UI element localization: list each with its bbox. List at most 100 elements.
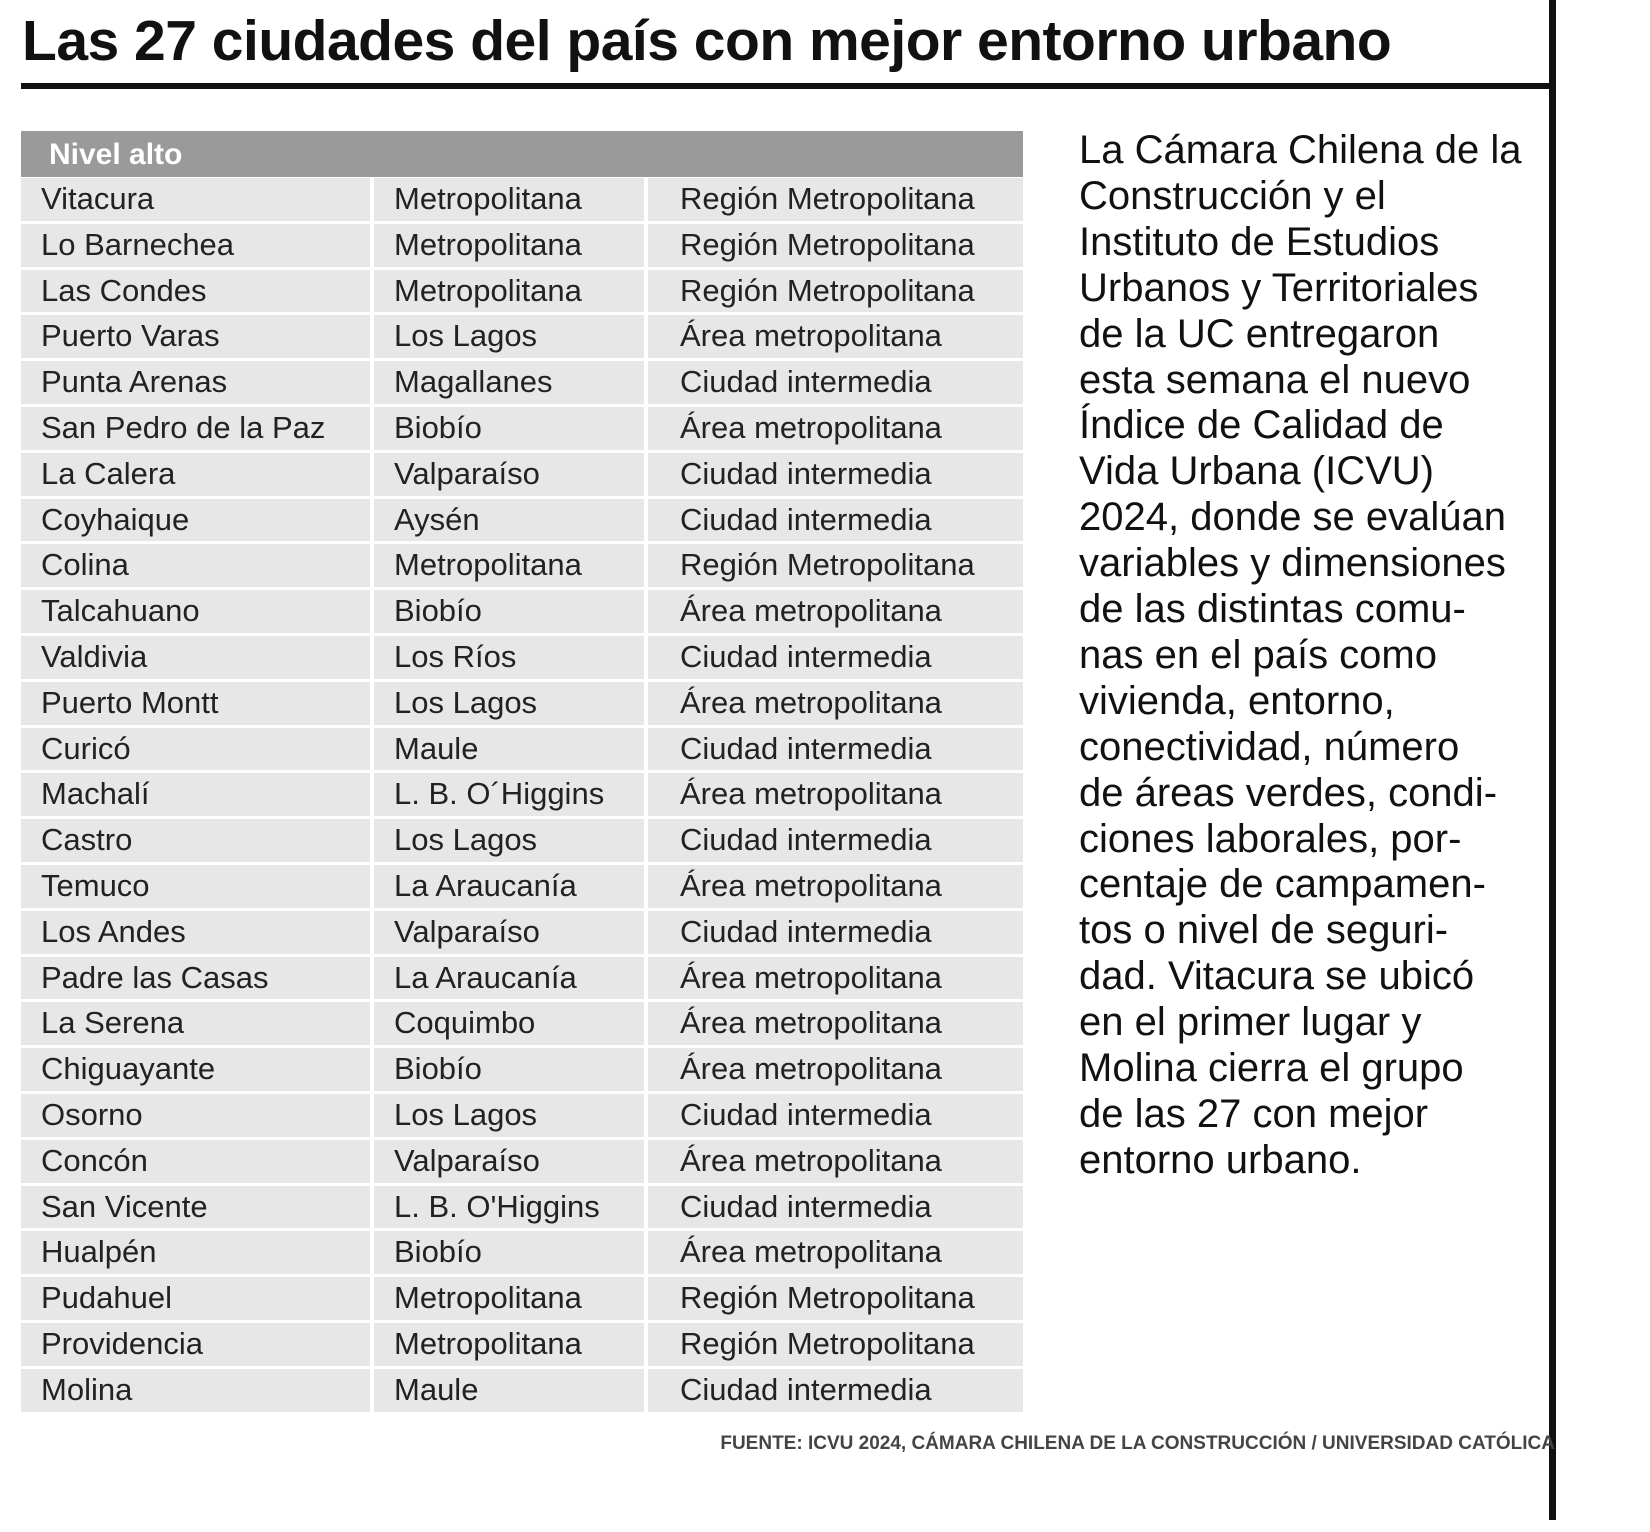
table-cell: Región Metropolitana (648, 269, 1023, 313)
paragraph-line: Índice de Calidad de (1079, 403, 1444, 448)
table-cell: Metropolitana (374, 223, 644, 267)
table-cell: Punta Arenas (21, 361, 370, 404)
table-cell: Los Andes (21, 910, 370, 954)
paragraph-line: vivienda, entorno, (1079, 678, 1395, 723)
paragraph-line: nas en el país como (1079, 632, 1437, 677)
table-cell: Maule (374, 727, 644, 771)
table-cell: San Vicente (21, 1185, 370, 1229)
table-cell: Ciudad intermedia (648, 910, 1023, 954)
table-header: Nivel alto (21, 131, 1023, 177)
table-cell: Ciudad intermedia (648, 636, 1023, 679)
side-bar (1549, 0, 1556, 1520)
table-cell: Castro (21, 819, 370, 862)
table-cell: San Pedro de la Paz (21, 407, 370, 450)
table-cell: Área metropolitana (648, 590, 1023, 633)
table-cell: Molina (21, 1368, 370, 1412)
paragraph-line: entorno urbano. (1079, 1137, 1362, 1182)
table-cell: La Araucanía (374, 865, 644, 908)
table-cell: Hualpén (21, 1231, 370, 1275)
table-cell: Biobío (374, 1048, 644, 1091)
table-cell: La Calera (21, 452, 370, 496)
table-cell: Metropolitana (374, 544, 644, 588)
table-cell: Machalí (21, 773, 370, 817)
paragraph-line: variables y dimensiones (1079, 541, 1506, 586)
table-cell: Área metropolitana (648, 773, 1023, 817)
table-cell: Osorno (21, 1094, 370, 1137)
table-cell: Región Metropolitana (648, 544, 1023, 588)
table-cell: Las Condes (21, 269, 370, 313)
table-cell: Concón (21, 1139, 370, 1183)
table-cell: Padre las Casas (21, 956, 370, 1000)
title: Las 27 ciudades del país con mejor entor… (22, 9, 1392, 73)
table-cell: Puerto Montt (21, 681, 370, 725)
table-cell: Colina (21, 544, 370, 588)
table-cell: Valparaíso (374, 910, 644, 954)
paragraph-line: dad. Vitacura se ubicó (1079, 954, 1475, 999)
table-cell: Región Metropolitana (648, 223, 1023, 267)
table-cell: Ciudad intermedia (648, 819, 1023, 862)
table-cell: Área metropolitana (648, 681, 1023, 725)
paragraph-line: Urbanos y Territoriales (1079, 265, 1479, 310)
paragraph-line: centaje de campamen- (1079, 862, 1486, 907)
paragraph-line: Vida Urbana (ICVU) (1079, 449, 1434, 494)
table-cell: Valdivia (21, 636, 370, 679)
table-cell: Biobío (374, 407, 644, 450)
table-cell: Área metropolitana (648, 1048, 1023, 1091)
table-cell: Coquimbo (374, 1002, 644, 1046)
table-cell: Área metropolitana (648, 1231, 1023, 1275)
paragraph-line: conectividad, número (1079, 724, 1460, 769)
table-cell: Ciudad intermedia (648, 1368, 1023, 1412)
table-cell: Maule (374, 1368, 644, 1412)
paragraph-line: Instituto de Estudios (1079, 219, 1440, 264)
table-cell: L. B. O´Higgins (374, 773, 644, 817)
table-cell: Chiguayante (21, 1048, 370, 1091)
table-cell: Lo Barnechea (21, 223, 370, 267)
table-cell: Aysén (374, 498, 644, 542)
paragraph-line: 2024, donde se evalúan (1079, 495, 1507, 540)
table-cell: Biobío (374, 1231, 644, 1275)
table-cell: Talcahuano (21, 590, 370, 633)
table-cell: Ciudad intermedia (648, 727, 1023, 771)
table-cell: Ciudad intermedia (648, 452, 1023, 496)
table-cell: Región Metropolitana (648, 1323, 1023, 1366)
table-cell: Vitacura (21, 178, 370, 221)
table-cell: Magallanes (374, 361, 644, 404)
table-cell: Los Ríos (374, 636, 644, 679)
table-cell: Área metropolitana (648, 956, 1023, 1000)
table-cell: Área metropolitana (648, 407, 1023, 450)
table-cell: Valparaíso (374, 452, 644, 496)
table-cell: Los Lagos (374, 1094, 644, 1137)
table-cell: Valparaíso (374, 1139, 644, 1183)
table-cell: Los Lagos (374, 315, 644, 359)
source: FUENTE: ICVU 2024, CÁMARA CHILENA DE LA … (720, 1433, 1555, 1454)
paragraph-line: de la UC entregaron (1079, 311, 1440, 356)
table-cell: Metropolitana (374, 1277, 644, 1320)
table-cell: Temuco (21, 865, 370, 908)
table-cell: Curicó (21, 727, 370, 771)
table-cell: Biobío (374, 590, 644, 633)
paragraph-line: de las 27 con mejor (1079, 1091, 1429, 1136)
paragraph-line: tos o nivel de seguri- (1079, 908, 1449, 953)
title-rule (21, 83, 1555, 89)
paragraph-line: La Cámara Chilena de la (1079, 128, 1522, 172)
table-cell: La Araucanía (374, 956, 644, 1000)
table-cell: Coyhaique (21, 498, 370, 542)
table-cell: Metropolitana (374, 269, 644, 313)
table-cell: Área metropolitana (648, 865, 1023, 908)
table-cell: Los Lagos (374, 681, 644, 725)
table-cell: Metropolitana (374, 178, 644, 221)
table-cell: Ciudad intermedia (648, 1094, 1023, 1137)
table-cell: L. B. O'Higgins (374, 1185, 644, 1229)
table-cell: Los Lagos (374, 819, 644, 862)
table-cell: Ciudad intermedia (648, 361, 1023, 404)
table-cell: La Serena (21, 1002, 370, 1046)
table-cell: Área metropolitana (648, 1002, 1023, 1046)
table-cell: Ciudad intermedia (648, 1185, 1023, 1229)
table-cell: Región Metropolitana (648, 1277, 1023, 1320)
table-cell: Puerto Varas (21, 315, 370, 359)
table-cell: Metropolitana (374, 1323, 644, 1366)
table-cell: Pudahuel (21, 1277, 370, 1320)
paragraph-line: esta semana el nuevo (1079, 357, 1471, 402)
paragraph-line: de áreas verdes, condi- (1079, 770, 1498, 815)
